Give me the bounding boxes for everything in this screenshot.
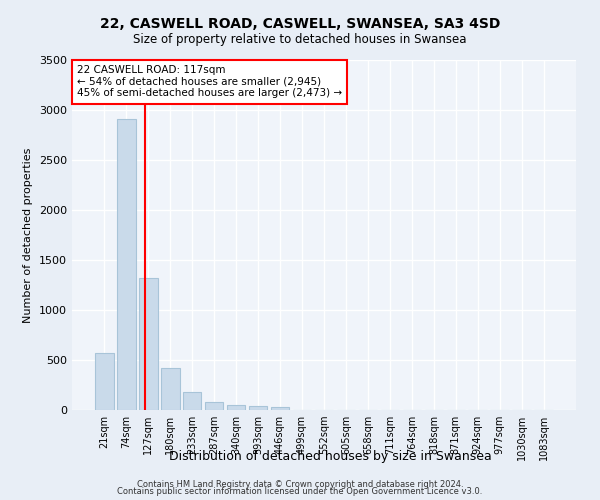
Bar [161,368,179,410]
Y-axis label: Number of detached properties: Number of detached properties [23,148,34,322]
Bar [205,402,223,410]
Bar [249,406,268,410]
Bar [139,278,158,410]
Text: 22, CASWELL ROAD, CASWELL, SWANSEA, SA3 4SD: 22, CASWELL ROAD, CASWELL, SWANSEA, SA3 … [100,18,500,32]
Bar [117,119,136,410]
Text: Distribution of detached houses by size in Swansea: Distribution of detached houses by size … [169,450,491,463]
Text: Size of property relative to detached houses in Swansea: Size of property relative to detached ho… [133,32,467,46]
Bar [271,406,289,410]
Bar [95,353,113,410]
Bar [183,392,202,410]
Text: 22 CASWELL ROAD: 117sqm
← 54% of detached houses are smaller (2,945)
45% of semi: 22 CASWELL ROAD: 117sqm ← 54% of detache… [77,66,342,98]
Text: Contains HM Land Registry data © Crown copyright and database right 2024.: Contains HM Land Registry data © Crown c… [137,480,463,489]
Text: Contains public sector information licensed under the Open Government Licence v3: Contains public sector information licen… [118,488,482,496]
Bar [227,405,245,410]
